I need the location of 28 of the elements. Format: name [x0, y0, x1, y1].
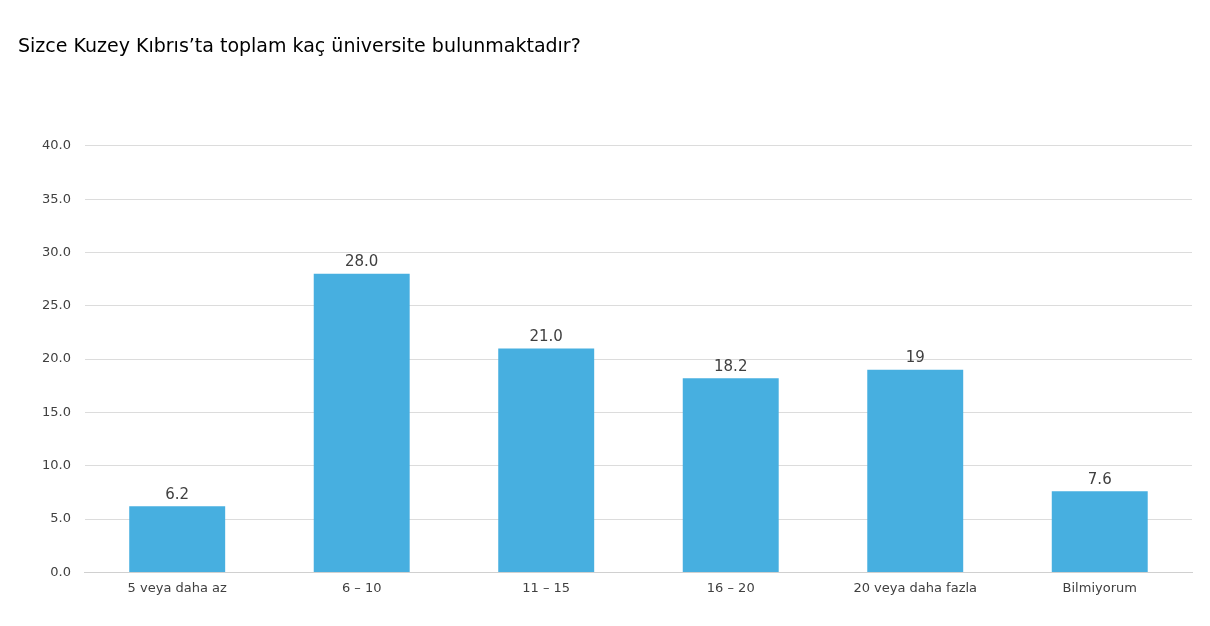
- data-label: 21.0: [529, 326, 563, 345]
- x-tick-label: 20 veya daha fazla: [853, 579, 978, 595]
- y-tick-label: 30.0: [41, 243, 71, 259]
- x-tick-label: 11 – 15: [522, 579, 571, 595]
- x-tick-label: 6 – 10: [341, 579, 382, 595]
- bar: [498, 348, 595, 572]
- y-tick-label: 10.0: [41, 457, 71, 473]
- y-tick-label: 40.0: [41, 137, 71, 153]
- x-tick-label: 5 veya daha az: [127, 579, 227, 595]
- y-tick-label: 35.0: [41, 190, 71, 206]
- y-tick-label: 20.0: [41, 350, 71, 366]
- y-tick-label: 5.0: [50, 510, 71, 526]
- y-tick-label: 15.0: [41, 403, 71, 419]
- bar: [313, 273, 410, 572]
- data-label: 28.0: [345, 252, 379, 271]
- bar: [682, 378, 779, 572]
- data-label: 7.6: [1087, 469, 1112, 488]
- bar: [129, 506, 226, 572]
- x-tick-label: 16 – 20: [706, 579, 755, 595]
- chart-title: Sizce Kuzey Kıbrıs’ta toplam kaç üniversite bulunmaktadır?: [18, 34, 581, 56]
- bar: [1051, 491, 1148, 572]
- data-label: 18.2: [714, 356, 748, 375]
- y-tick-label: 0.0: [50, 563, 71, 579]
- x-tick-label: Bilmiyorum: [1062, 579, 1137, 595]
- y-tick-label: 25.0: [41, 297, 71, 313]
- bar: [867, 369, 964, 572]
- data-label: 6.2: [165, 484, 190, 503]
- data-label: 19: [905, 348, 925, 367]
